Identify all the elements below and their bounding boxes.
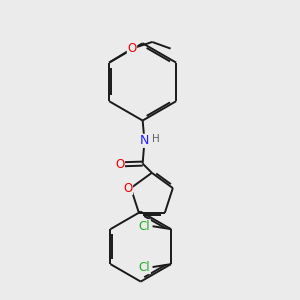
- Text: H: H: [152, 134, 160, 144]
- Text: O: O: [123, 182, 133, 195]
- Text: Cl: Cl: [139, 261, 150, 274]
- Text: N: N: [140, 134, 149, 147]
- Text: O: O: [115, 158, 124, 171]
- Text: O: O: [128, 42, 136, 55]
- Text: Cl: Cl: [139, 220, 150, 233]
